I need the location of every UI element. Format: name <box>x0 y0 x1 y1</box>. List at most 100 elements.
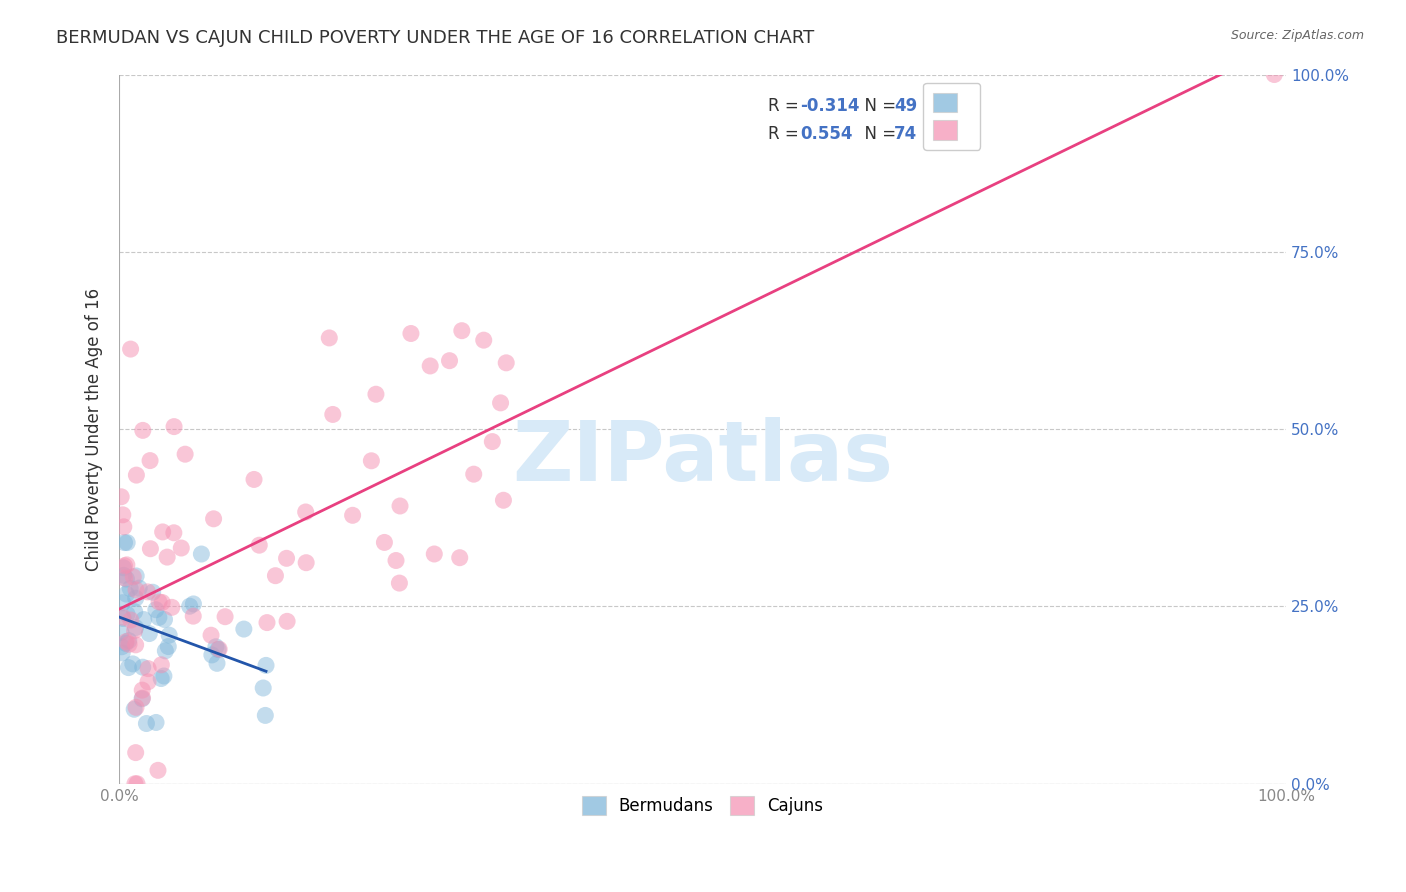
Point <box>111 610 134 624</box>
Point <box>322 408 344 422</box>
Point <box>111 646 134 660</box>
Point <box>388 576 411 591</box>
Legend: Bermudans, Cajuns: Bermudans, Cajuns <box>572 786 832 825</box>
Point <box>439 353 461 368</box>
Point <box>115 558 138 572</box>
Point <box>202 512 225 526</box>
Point <box>148 610 170 624</box>
Point <box>114 535 136 549</box>
Point <box>243 472 266 486</box>
Point <box>115 587 138 601</box>
Point <box>449 550 471 565</box>
Point <box>125 569 148 583</box>
Point <box>124 621 146 635</box>
Point <box>139 453 162 467</box>
Point <box>146 764 169 778</box>
Text: -0.314: -0.314 <box>800 96 860 115</box>
Point <box>125 582 148 597</box>
Point <box>145 715 167 730</box>
Point <box>114 558 136 573</box>
Point <box>174 447 197 461</box>
Point <box>120 613 142 627</box>
Point <box>463 467 485 482</box>
Point <box>232 622 254 636</box>
Point <box>112 568 135 582</box>
Point <box>489 396 512 410</box>
Point <box>389 499 412 513</box>
Point <box>114 571 136 585</box>
Point <box>214 609 236 624</box>
Point <box>124 624 146 638</box>
Point <box>364 387 387 401</box>
Point <box>111 611 134 625</box>
Point <box>360 454 382 468</box>
Point <box>492 493 515 508</box>
Point <box>135 716 157 731</box>
Y-axis label: Child Poverty Under the Age of 16: Child Poverty Under the Age of 16 <box>86 287 103 571</box>
Point <box>254 658 277 673</box>
Text: 0.554: 0.554 <box>800 125 853 143</box>
Point <box>125 777 148 791</box>
Point <box>115 634 138 648</box>
Point <box>254 708 277 723</box>
Point <box>156 550 179 565</box>
Point <box>131 691 153 706</box>
Point <box>111 640 134 654</box>
Point <box>318 331 340 345</box>
Text: R =: R = <box>768 96 804 115</box>
Point <box>179 599 201 614</box>
Point <box>256 615 278 630</box>
Point <box>155 644 177 658</box>
Point <box>120 342 142 356</box>
Point <box>128 581 150 595</box>
Point <box>131 683 153 698</box>
Point <box>181 609 204 624</box>
Point <box>112 520 135 534</box>
Point <box>276 615 298 629</box>
Point <box>252 681 274 695</box>
Point <box>118 637 141 651</box>
Point <box>399 326 422 341</box>
Point <box>136 662 159 676</box>
Point <box>136 674 159 689</box>
Point <box>148 595 170 609</box>
Point <box>138 626 160 640</box>
Point <box>111 596 134 610</box>
Point <box>157 640 180 654</box>
Point <box>150 595 173 609</box>
Point <box>200 628 222 642</box>
Point <box>122 570 145 584</box>
Text: 74: 74 <box>894 125 917 143</box>
Point <box>132 613 155 627</box>
Point <box>207 642 229 657</box>
Point <box>124 638 146 652</box>
Point <box>111 508 134 522</box>
Point <box>163 525 186 540</box>
Point <box>163 419 186 434</box>
Text: BERMUDAN VS CAJUN CHILD POVERTY UNDER THE AGE OF 16 CORRELATION CHART: BERMUDAN VS CAJUN CHILD POVERTY UNDER TH… <box>56 29 814 47</box>
Point <box>423 547 446 561</box>
Point <box>145 603 167 617</box>
Point <box>132 423 155 437</box>
Point <box>205 640 228 654</box>
Text: 49: 49 <box>894 96 917 115</box>
Point <box>142 585 165 599</box>
Point <box>170 541 193 555</box>
Point <box>115 535 138 549</box>
Point <box>294 505 316 519</box>
Point <box>183 597 205 611</box>
Point <box>385 553 408 567</box>
Point <box>450 324 472 338</box>
Point <box>124 777 146 791</box>
Point <box>160 600 183 615</box>
Text: R =: R = <box>768 125 804 143</box>
Point <box>131 690 153 705</box>
Point <box>373 535 395 549</box>
Point <box>481 434 503 449</box>
Text: N =: N = <box>855 125 901 143</box>
Point <box>114 636 136 650</box>
Point <box>419 359 441 373</box>
Point <box>276 551 298 566</box>
Point <box>342 508 364 523</box>
Point <box>115 572 138 586</box>
